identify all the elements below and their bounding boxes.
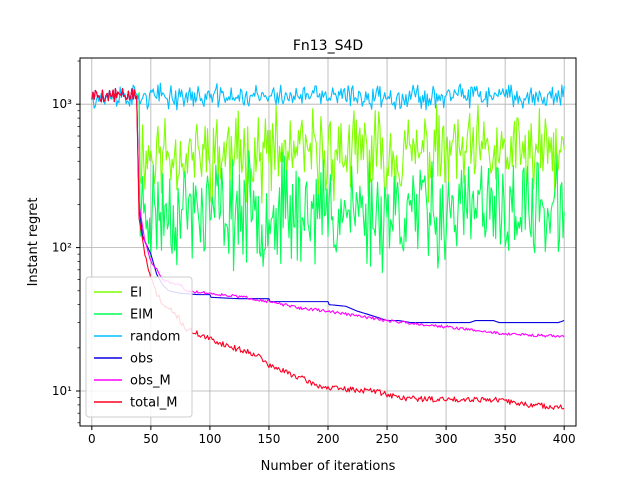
- legend-label: obs_M: [130, 374, 171, 389]
- x-tick-label: 350: [494, 432, 517, 446]
- legend-label: total_M: [130, 396, 177, 411]
- legend-label: obs: [130, 352, 153, 367]
- x-tick-label: 150: [257, 432, 280, 446]
- series-line-random: [91, 82, 565, 111]
- legend-label: EIM: [130, 308, 153, 323]
- y-tick-label: 10²: [52, 241, 72, 255]
- legend-box: [85, 276, 193, 418]
- x-tick-label: 400: [553, 432, 576, 446]
- x-tick-label: 250: [376, 432, 399, 446]
- chart-title: Fn13_S4D: [293, 38, 363, 54]
- y-tick-label: 10¹: [52, 384, 72, 398]
- x-tick-label: 300: [435, 432, 458, 446]
- x-tick-label: 200: [317, 432, 340, 446]
- legend-label: EI: [130, 286, 142, 301]
- x-axis-label: Number of iterations: [261, 459, 396, 474]
- y-axis-label: Instant regret: [26, 198, 41, 287]
- series-line-eim: [91, 88, 565, 274]
- x-tick-label: 0: [88, 432, 96, 446]
- series-line-ei: [91, 88, 565, 204]
- legend: EI EIM random obs obs_M total_M: [85, 276, 193, 418]
- x-tick-label: 50: [143, 432, 158, 446]
- y-tick-label: 10³: [52, 97, 72, 111]
- legend-label: random: [130, 330, 180, 345]
- x-tick-label: 100: [198, 432, 221, 446]
- axis-layer: 0 50 100 150 200 250 300 350 400 10¹ 10² 10³: [52, 60, 576, 446]
